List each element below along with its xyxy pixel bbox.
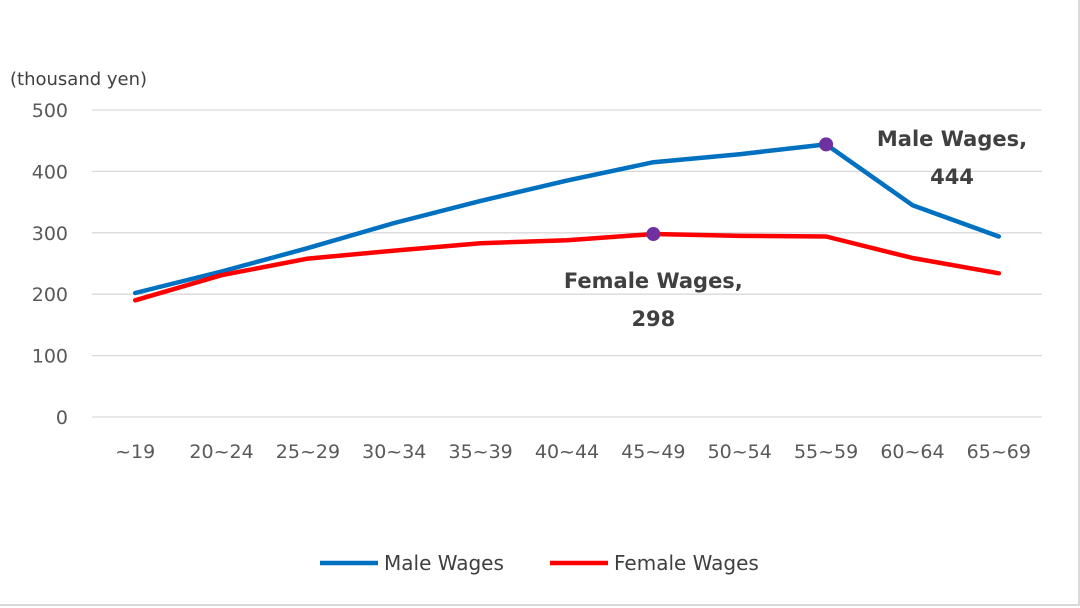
y-tick-label: 100 xyxy=(32,346,68,368)
x-tick-label: 35~39 xyxy=(448,441,512,463)
y-tick-label: 0 xyxy=(56,407,68,429)
callout-line2: 298 xyxy=(631,307,675,331)
x-tick-label: 40~44 xyxy=(535,441,599,463)
legend-label: Female Wages xyxy=(614,551,759,575)
callout-line1: Female Wages, xyxy=(564,269,743,293)
y-tick-label: 200 xyxy=(32,284,68,306)
annotation-labels: Male Wages, 444 Female Wages, 298 xyxy=(564,127,1027,331)
callout-line1: Male Wages, xyxy=(877,127,1027,151)
series-line-male xyxy=(132,142,1002,296)
highlight-marker xyxy=(819,137,834,152)
series-lines xyxy=(132,142,1002,303)
series-line-female xyxy=(132,231,1002,303)
x-axis-ticks: ~19 20~24 25~29 30~34 35~39 40~44 45~49 50~54 55… xyxy=(115,441,1031,463)
x-tick-label: 20~24 xyxy=(189,441,253,463)
y-tick-label: 300 xyxy=(32,223,68,245)
legend-label: Male Wages xyxy=(384,551,504,575)
x-tick-label: 60~64 xyxy=(880,441,944,463)
y-axis-unit-label: (thousand yen) xyxy=(10,69,147,90)
x-tick-label: 55~59 xyxy=(794,441,858,463)
callout-line2: 444 xyxy=(930,165,974,189)
y-tick-label: 400 xyxy=(32,161,68,183)
x-tick-label: 45~49 xyxy=(621,441,685,463)
x-tick-label: 65~69 xyxy=(967,441,1031,463)
x-tick-label: ~19 xyxy=(115,441,155,463)
legend: Male Wages Female Wages xyxy=(320,551,759,575)
highlight-marker xyxy=(646,227,661,242)
y-tick-label: 500 xyxy=(32,100,68,122)
x-tick-label: 50~54 xyxy=(708,441,772,463)
annotation-markers xyxy=(646,137,834,242)
x-tick-label: 25~29 xyxy=(276,441,340,463)
gridlines xyxy=(92,109,1042,418)
y-axis-ticks: 0 100 200 300 400 500 xyxy=(32,100,68,429)
x-tick-label: 30~34 xyxy=(362,441,426,463)
